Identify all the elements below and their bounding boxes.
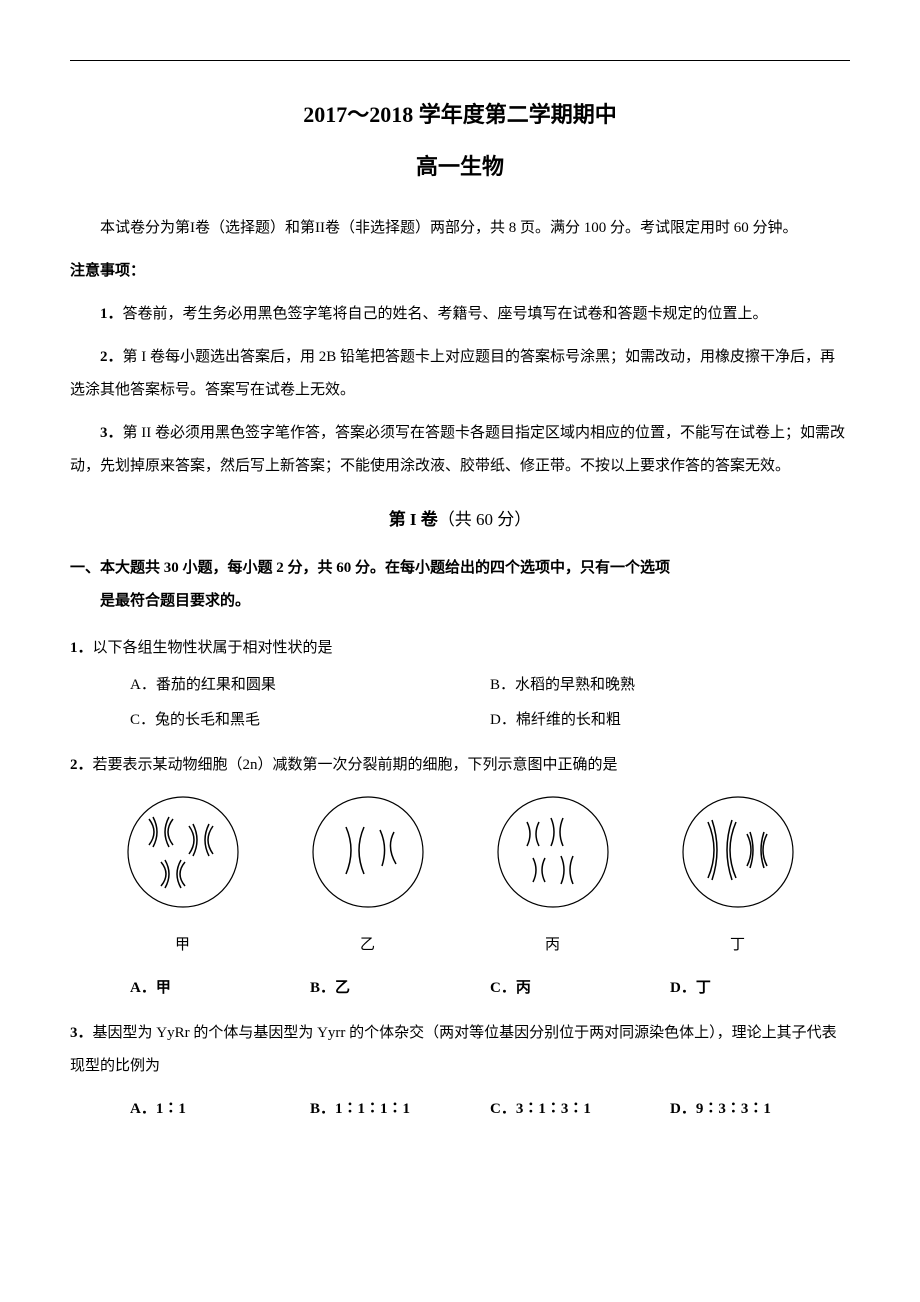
q1-choices: A．番茄的红果和圆果 B．水稻的早熟和晚熟 C．兔的长毛和黑毛 D．棉纤维的长和… — [70, 669, 850, 737]
question-3: 3．基因型为 YyRr 的个体与基因型为 Yyrr 的个体杂交（两对等位基因分别… — [70, 1017, 850, 1083]
notice-title: 注意事项： — [70, 255, 850, 288]
cell-diagram-bing-icon — [493, 792, 613, 912]
q2-choices: A．甲 B．乙 C．丙 D．丁 — [70, 972, 850, 1005]
part1-desc-line2: 是最符合题目要求的。 — [70, 585, 850, 618]
q3-choice-b: B．1∶1∶1∶1 — [310, 1093, 490, 1126]
q2-label-jia: 甲 — [123, 929, 243, 962]
notice-item-1: 1．答卷前，考生务必用黑色签字笔将自己的姓名、考籍号、座号填写在试卷和答题卡规定… — [70, 298, 850, 331]
intro-paragraph: 本试卷分为第I卷（选择题）和第II卷（非选择题）两部分，共 8 页。满分 100… — [70, 212, 850, 245]
cell-diagram-jia-icon — [123, 792, 243, 912]
question-2: 2．若要表示某动物细胞（2n）减数第一次分裂前期的细胞，下列示意图中正确的是 — [70, 749, 850, 782]
q1-choice-b: B．水稻的早熟和晚熟 — [490, 669, 850, 702]
q2-number: 2． — [70, 757, 93, 773]
title-line2: 高一生物 — [70, 143, 850, 191]
q2-choice-b: B．乙 — [310, 972, 490, 1005]
q2-label-ding: 丁 — [678, 929, 798, 962]
q1-number: 1． — [70, 640, 93, 656]
top-rule — [70, 60, 850, 61]
part1-description: 一、本大题共 30 小题，每小题 2 分，共 60 分。在每小题给出的四个选项中… — [70, 552, 850, 618]
cell-diagram-yi-icon — [308, 792, 428, 912]
q2-diagram-yi: 乙 — [308, 792, 428, 962]
q2-label-bing: 丙 — [493, 929, 613, 962]
q3-stem: 基因型为 YyRr 的个体与基因型为 Yyrr 的个体杂交（两对等位基因分别位于… — [70, 1025, 837, 1074]
q1-stem: 以下各组生物性状属于相对性状的是 — [93, 640, 333, 656]
notice-item-1-text: 答卷前，考生务必用黑色签字笔将自己的姓名、考籍号、座号填写在试卷和答题卡规定的位… — [123, 306, 768, 322]
q3-choice-a: A．1∶1 — [130, 1093, 310, 1126]
q2-choice-a: A．甲 — [130, 972, 310, 1005]
q2-diagram-bing: 丙 — [493, 792, 613, 962]
q3-choice-c: C．3∶1∶3∶1 — [490, 1093, 670, 1126]
q3-choice-d: D．9∶3∶3∶1 — [670, 1093, 850, 1126]
q2-diagram-jia: 甲 — [123, 792, 243, 962]
section-1-title-bold: 第 I 卷 — [389, 510, 438, 529]
notice-item-2: 2．第 I 卷每小题选出答案后，用 2B 铅笔把答题卡上对应题目的答案标号涂黑；… — [70, 341, 850, 407]
part1-desc-line1: 一、本大题共 30 小题，每小题 2 分，共 60 分。在每小题给出的四个选项中… — [70, 560, 670, 576]
notice-item-3-text: 第 II 卷必须用黑色签字笔作答，答案必须写在答题卡各题目指定区域内相应的位置，… — [70, 425, 845, 474]
question-1: 1．以下各组生物性状属于相对性状的是 — [70, 632, 850, 665]
q3-number: 3． — [70, 1025, 93, 1041]
q2-diagrams: 甲 乙 丙 — [70, 792, 850, 962]
q2-choice-c: C．丙 — [490, 972, 670, 1005]
cell-diagram-ding-icon — [678, 792, 798, 912]
q2-choice-d: D．丁 — [670, 972, 850, 1005]
notice-item-2-text: 第 I 卷每小题选出答案后，用 2B 铅笔把答题卡上对应题目的答案标号涂黑；如需… — [70, 349, 835, 398]
q1-choice-d: D．棉纤维的长和粗 — [490, 704, 850, 737]
q2-label-yi: 乙 — [308, 929, 428, 962]
notice-item-3: 3．第 II 卷必须用黑色签字笔作答，答案必须写在答题卡各题目指定区域内相应的位… — [70, 417, 850, 483]
q1-choice-a: A．番茄的红果和圆果 — [130, 669, 490, 702]
q3-choices: A．1∶1 B．1∶1∶1∶1 C．3∶1∶3∶1 D．9∶3∶3∶1 — [70, 1093, 850, 1126]
title-line1: 2017～2018 学年度第二学期期中 — [70, 91, 850, 139]
q2-diagram-ding: 丁 — [678, 792, 798, 962]
q2-stem: 若要表示某动物细胞（2n）减数第一次分裂前期的细胞，下列示意图中正确的是 — [93, 757, 618, 773]
section-1-title: 第 I 卷（共 60 分） — [70, 501, 850, 538]
section-1-title-rest: （共 60 分） — [438, 510, 532, 529]
q1-choice-c: C．兔的长毛和黑毛 — [130, 704, 490, 737]
